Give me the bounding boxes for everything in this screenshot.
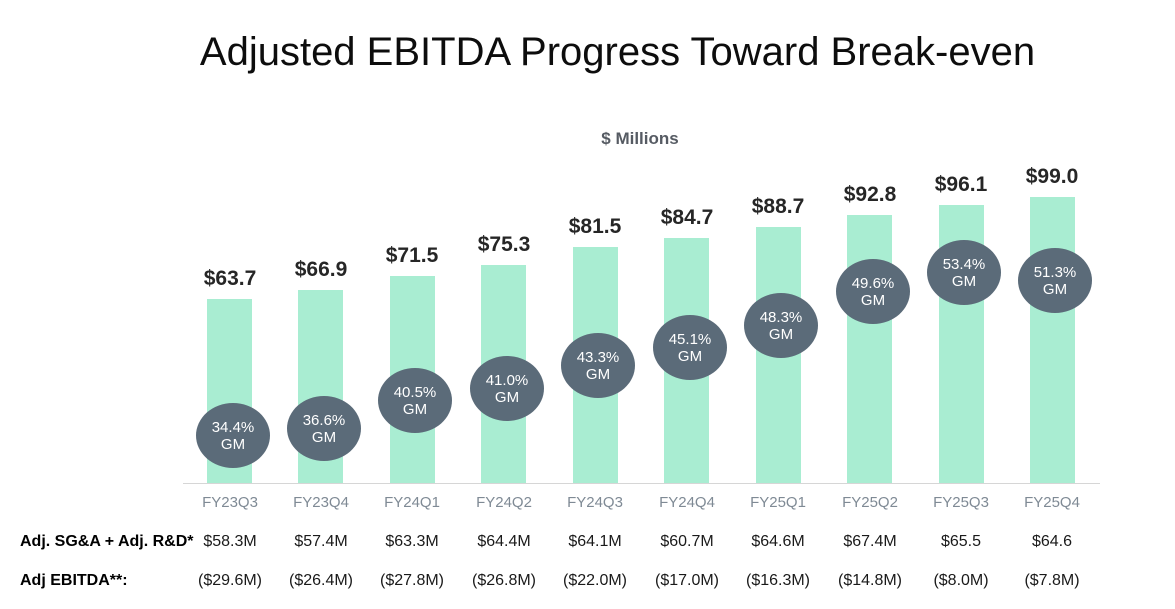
bar-value-label: $63.7: [203, 267, 257, 290]
x-axis-label-FY23Q4: FY23Q4: [293, 494, 349, 511]
table-cell: $60.7M: [660, 533, 714, 550]
table-cell: ($14.8M): [837, 572, 903, 589]
gm-bubble: 45.1% GM: [653, 315, 727, 380]
gm-percent-label: 43.3%: [576, 348, 620, 366]
x-axis-label-FY25Q3: FY25Q3: [933, 494, 989, 511]
gm-unit-label: GM: [860, 291, 886, 309]
bar-value-label: $96.1: [934, 173, 988, 196]
bar-value-label: $75.3: [477, 233, 531, 256]
gm-percent-label: 49.6%: [851, 274, 895, 292]
gm-bubble: 49.6% GM: [836, 259, 910, 324]
table-cell: ($16.3M): [745, 572, 811, 589]
bar-value-label: $92.8: [843, 183, 897, 206]
gm-percent-label: 45.1%: [668, 330, 712, 348]
x-axis-label-FY25Q4: FY25Q4: [1024, 494, 1080, 511]
gm-percent-label: 48.3%: [759, 308, 803, 326]
table-cell: ($26.4M): [288, 572, 354, 589]
chart-subtitle: $ Millions: [601, 129, 679, 148]
bar-value-label: $88.7: [751, 195, 805, 218]
gm-unit-label: GM: [1042, 280, 1068, 298]
x-axis-label-FY24Q3: FY24Q3: [567, 494, 623, 511]
bar-value-label: $99.0: [1025, 165, 1079, 188]
table-cell: $58.3M: [203, 533, 257, 550]
bar-value-label: $81.5: [568, 215, 622, 238]
x-axis-label-FY25Q2: FY25Q2: [842, 494, 898, 511]
gm-percent-label: 51.3%: [1033, 263, 1077, 281]
bar-FY25Q4: [1030, 197, 1075, 483]
table-cell: $57.4M: [294, 533, 348, 550]
bar-value-label: $71.5: [385, 244, 439, 267]
bar-FY25Q2: [847, 215, 892, 483]
x-axis-label-FY25Q1: FY25Q1: [750, 494, 806, 511]
table-cell: ($27.8M): [379, 572, 445, 589]
gm-unit-label: GM: [494, 388, 520, 406]
gm-percent-label: 36.6%: [302, 411, 346, 429]
gm-percent-label: 53.4%: [942, 255, 986, 273]
table-cell: ($17.0M): [654, 572, 720, 589]
x-axis-label-FY24Q1: FY24Q1: [384, 494, 440, 511]
gm-unit-label: GM: [951, 272, 977, 290]
x-axis-line: [183, 483, 1100, 484]
table-cell: $64.4M: [477, 533, 531, 550]
gm-unit-label: GM: [402, 400, 428, 418]
gm-bubble: 53.4% GM: [927, 240, 1001, 305]
gm-bubble: 40.5% GM: [378, 368, 452, 433]
table-cell: $64.6M: [751, 533, 805, 550]
gm-bubble: 51.3% GM: [1018, 248, 1092, 313]
x-axis-label-FY23Q3: FY23Q3: [202, 494, 258, 511]
gm-unit-label: GM: [585, 365, 611, 383]
table-cell: $63.3M: [385, 533, 439, 550]
gm-bubble: 36.6% GM: [287, 396, 361, 461]
table-cell: $65.5: [940, 533, 982, 550]
bar-value-label: $84.7: [660, 206, 714, 229]
x-axis-label-FY24Q2: FY24Q2: [476, 494, 532, 511]
gm-bubble: 41.0% GM: [470, 356, 544, 421]
gm-bubble: 34.4% GM: [196, 403, 270, 468]
table-cell: ($8.0M): [933, 572, 989, 589]
table-cell: ($22.0M): [562, 572, 628, 589]
gm-percent-label: 41.0%: [485, 371, 529, 389]
table-cell: $64.1M: [568, 533, 622, 550]
gm-bubble: 43.3% GM: [561, 333, 635, 398]
row-label-adj-ebitda: Adj EBITDA**:: [20, 572, 128, 589]
table-cell: $64.6: [1031, 533, 1073, 550]
row-label-sga-rd: Adj. SG&A + Adj. R&D*: [20, 533, 194, 550]
table-cell: ($26.8M): [471, 572, 537, 589]
gm-unit-label: GM: [220, 435, 246, 453]
gm-unit-label: GM: [311, 428, 337, 446]
gm-unit-label: GM: [677, 347, 703, 365]
page-title: Adjusted EBITDA Progress Toward Break-ev…: [199, 30, 1036, 74]
gm-percent-label: 34.4%: [211, 418, 255, 436]
gm-bubble: 48.3% GM: [744, 293, 818, 358]
table-cell: $67.4M: [843, 533, 897, 550]
table-cell: ($7.8M): [1024, 572, 1080, 589]
gm-unit-label: GM: [768, 325, 794, 343]
table-cell: ($29.6M): [197, 572, 263, 589]
gm-percent-label: 40.5%: [393, 383, 437, 401]
x-axis-label-FY24Q4: FY24Q4: [659, 494, 715, 511]
bar-value-label: $66.9: [294, 258, 348, 281]
